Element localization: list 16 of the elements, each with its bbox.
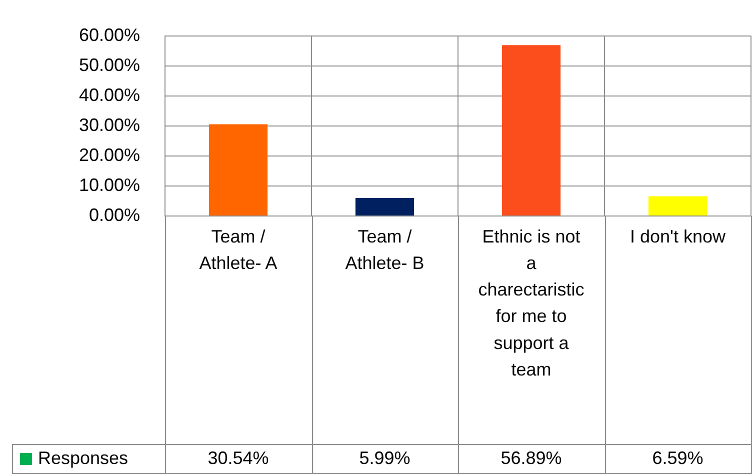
y-tick-label: 50.00% [78,54,140,75]
x-tick-label: I don't know [630,226,726,246]
y-tick-label: 60.00% [78,24,140,45]
data-label: 30.54% [208,448,269,468]
data-label: 6.59% [652,448,704,468]
y-tick-label: 20.00% [78,144,140,165]
data-label: 5.99% [359,448,410,468]
x-tick-label: Ethnic is not a charectaristic for me to support a team [478,226,584,380]
y-tick-label: 30.00% [78,114,140,135]
text: Responses [38,448,128,468]
y-tick-label: 10.00% [78,174,140,195]
y-tick-label: 40.00% [78,84,140,105]
data-label: 56.89% [500,448,562,468]
y-tick-label: 0.00% [88,204,140,225]
x-tick-label: Team / Athlete- A [199,226,278,273]
x-tick-label: Team / Athlete- B [345,226,424,273]
